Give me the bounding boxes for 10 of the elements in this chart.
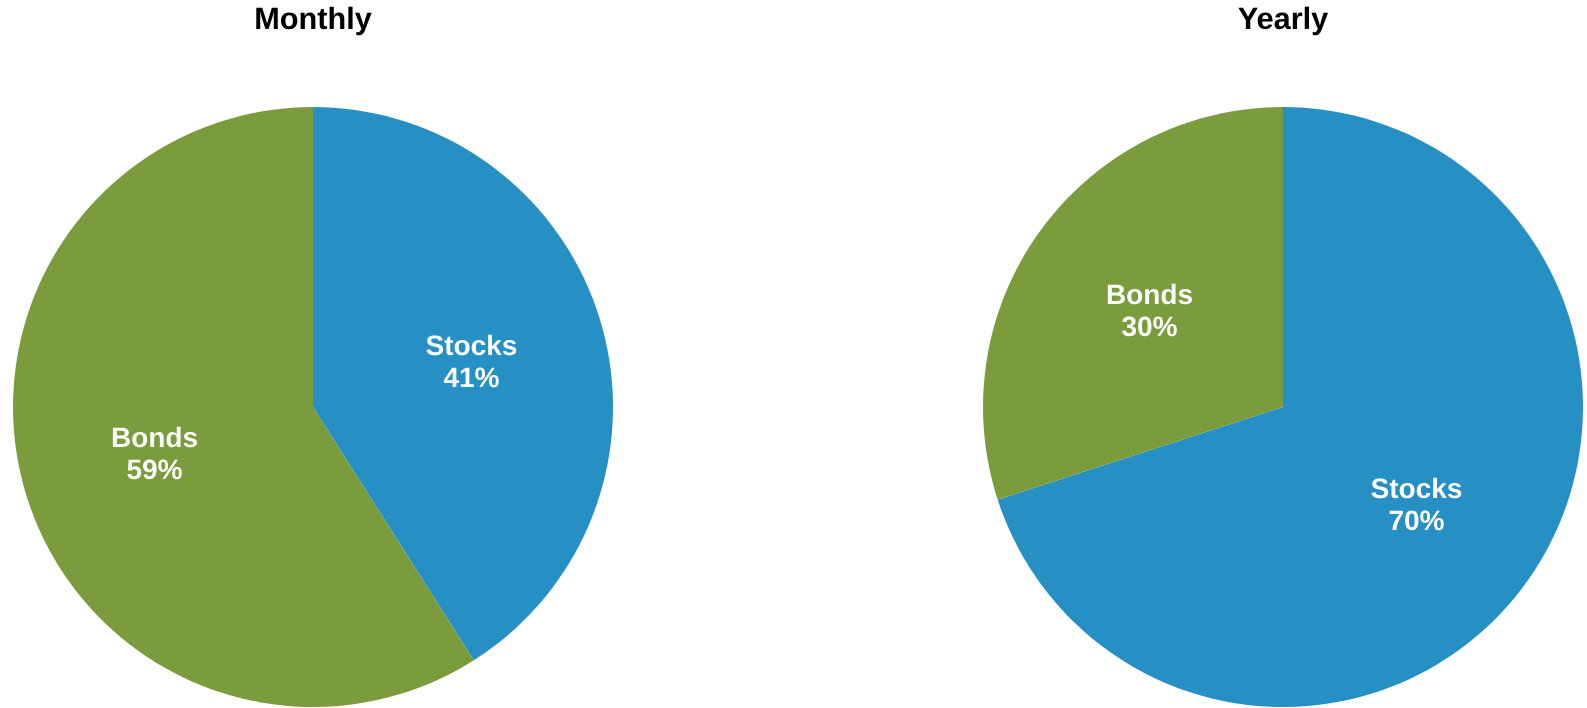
data-label: 41% [443, 367, 499, 388]
slice-label: Stocks [1371, 477, 1462, 499]
slice-label: Stocks [426, 334, 517, 356]
data-label: 30% [1122, 316, 1177, 337]
chart-title: Monthly [256, 6, 372, 36]
slice-label: Bonds [1107, 283, 1192, 305]
data-label: 70% [1389, 510, 1444, 531]
data-label: 59% [127, 459, 182, 480]
slice-label: Bonds [112, 426, 197, 448]
chart-title: Yearly [1238, 6, 1329, 36]
